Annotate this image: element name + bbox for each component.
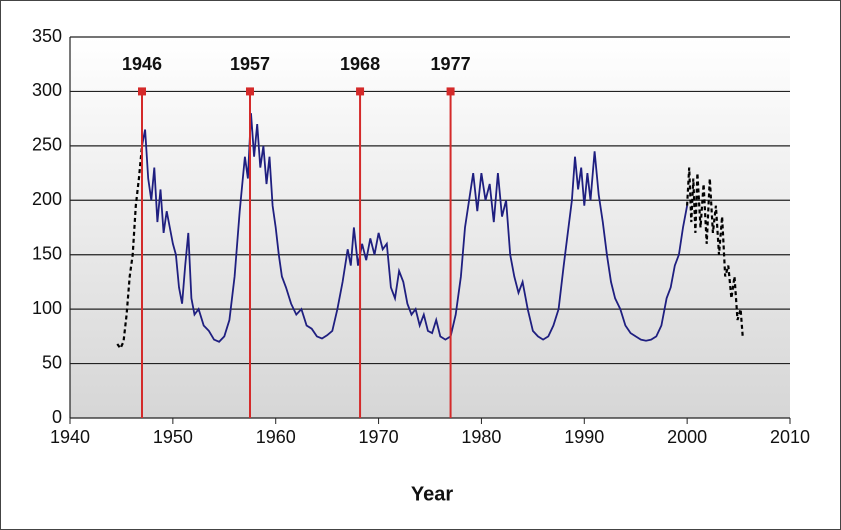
x-tick-label: 1970 — [359, 427, 399, 447]
annotation-label: 1977 — [431, 54, 471, 74]
series-line — [686, 167, 744, 337]
annotation-marker — [446, 87, 455, 96]
y-tick-label: 350 — [32, 26, 62, 46]
annotation-marker — [138, 87, 146, 96]
x-tick-label: 2000 — [667, 427, 707, 447]
plot-area — [70, 37, 790, 418]
y-tick-label: 250 — [32, 135, 62, 155]
y-tick-label: 200 — [32, 189, 62, 209]
y-tick-label: 100 — [32, 298, 62, 318]
annotation-marker — [246, 87, 254, 96]
series-line — [116, 145, 144, 351]
x-tick-label: 1940 — [50, 427, 90, 447]
annotation-label: 1968 — [340, 54, 380, 74]
x-tick-label: 1990 — [564, 427, 604, 447]
y-tick-label: 0 — [52, 407, 62, 427]
series-line — [141, 113, 688, 343]
x-tick-label: 2010 — [770, 427, 810, 447]
annotation-label: 1946 — [122, 54, 162, 74]
x-tick-label: 1980 — [461, 427, 501, 447]
y-tick-label: 150 — [32, 243, 62, 263]
x-tick-label: 1960 — [256, 427, 296, 447]
y-tick-label: 50 — [42, 352, 62, 372]
x-axis-label: Year — [411, 483, 453, 505]
annotation-label: 1957 — [230, 54, 270, 74]
annotation-marker — [356, 87, 365, 96]
x-tick-label: 1950 — [153, 427, 193, 447]
y-tick-label: 300 — [32, 80, 62, 100]
